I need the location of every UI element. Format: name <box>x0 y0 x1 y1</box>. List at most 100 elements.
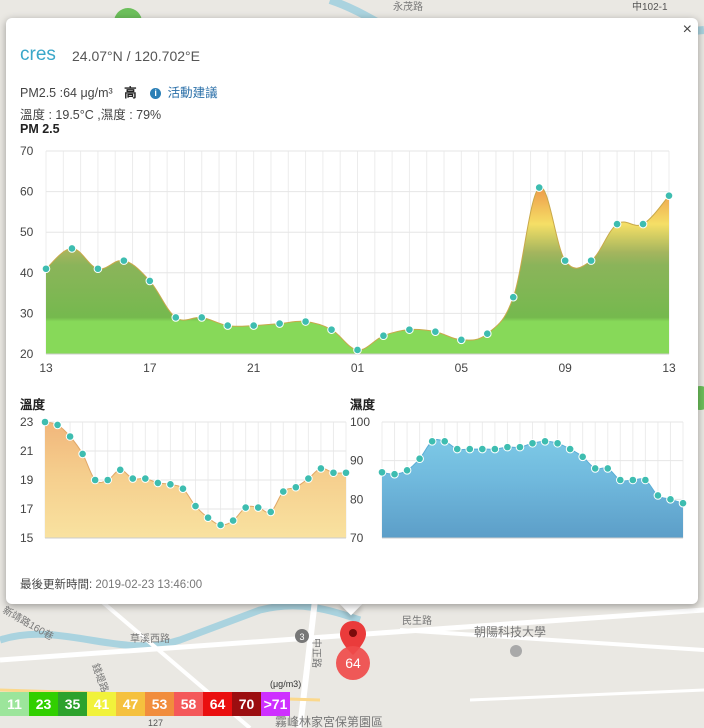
data-point[interactable] <box>377 467 387 477</box>
data-point[interactable] <box>141 474 150 483</box>
data-point[interactable] <box>560 256 570 265</box>
y-tick-label: 21 <box>20 444 34 458</box>
data-point[interactable] <box>540 437 550 446</box>
data-point[interactable] <box>93 264 103 274</box>
data-point[interactable] <box>565 444 575 454</box>
data-point[interactable] <box>638 219 648 229</box>
data-point[interactable] <box>178 484 188 493</box>
site-name: cres <box>20 44 56 65</box>
data-point[interactable] <box>197 313 207 322</box>
data-point[interactable] <box>301 317 310 326</box>
last-updated-label: 最後更新時間: <box>20 579 96 591</box>
data-point[interactable] <box>275 319 284 328</box>
data-point[interactable] <box>266 507 276 517</box>
area-fill <box>46 187 669 354</box>
data-point[interactable] <box>53 420 62 430</box>
pm-color-legend: 11 23 35 41 47 53 58 64 70 >71 <box>0 692 290 716</box>
station-marker[interactable]: 64 <box>336 619 372 686</box>
data-point[interactable] <box>253 503 263 512</box>
data-point[interactable] <box>171 313 181 322</box>
data-point[interactable] <box>664 191 674 200</box>
data-point[interactable] <box>515 442 525 452</box>
x-tick-label: 13 <box>39 361 53 375</box>
data-point[interactable] <box>508 292 518 302</box>
data-point[interactable] <box>166 480 175 489</box>
data-point[interactable] <box>191 501 200 511</box>
route-shield-icon <box>295 629 309 643</box>
data-point[interactable] <box>327 325 336 334</box>
map-road-label: 中102-1 <box>632 0 668 13</box>
data-point[interactable] <box>304 474 313 483</box>
data-point[interactable] <box>379 331 388 341</box>
info-icon[interactable]: i <box>150 88 162 99</box>
data-point[interactable] <box>553 438 562 448</box>
data-point[interactable] <box>103 475 113 485</box>
data-point[interactable] <box>223 321 233 330</box>
legend-item: 70 <box>232 692 261 716</box>
data-point[interactable] <box>478 444 487 454</box>
data-point[interactable] <box>228 516 238 525</box>
data-point[interactable] <box>278 487 288 496</box>
temp-chart-title: 溫度 <box>20 398 46 412</box>
data-point[interactable] <box>390 469 399 479</box>
data-point[interactable] <box>534 183 544 192</box>
data-point[interactable] <box>578 452 587 462</box>
data-point[interactable] <box>590 464 600 473</box>
data-point[interactable] <box>203 513 213 522</box>
data-point[interactable] <box>119 256 129 265</box>
data-point[interactable] <box>457 335 466 345</box>
data-point[interactable] <box>128 474 138 483</box>
data-point[interactable] <box>612 219 622 229</box>
data-point[interactable] <box>216 520 225 530</box>
data-point[interactable] <box>427 437 437 446</box>
x-tick-label: 05 <box>455 361 469 375</box>
data-point[interactable] <box>65 432 75 441</box>
map-pin-icon <box>340 621 366 655</box>
pm-summary: PM2.5 :64 μg/m³ 高 i 活動建議 <box>20 82 218 101</box>
data-point[interactable] <box>153 478 163 488</box>
data-point[interactable] <box>666 495 675 504</box>
x-tick-label: 13 <box>662 361 676 375</box>
data-point[interactable] <box>40 417 50 427</box>
data-point[interactable] <box>586 256 596 265</box>
map-road-label: 永茂路 <box>393 0 423 13</box>
activity-advice-link[interactable]: 活動建議 <box>167 86 218 100</box>
legend-item: 23 <box>29 692 58 716</box>
close-button[interactable]: × <box>682 21 692 38</box>
map-road-label: 中正路 <box>310 638 323 668</box>
data-point[interactable] <box>316 464 326 473</box>
data-point[interactable] <box>341 468 351 478</box>
data-point[interactable] <box>353 345 362 355</box>
data-point[interactable] <box>329 468 338 478</box>
y-tick-label: 23 <box>20 415 34 429</box>
data-point[interactable] <box>490 444 500 454</box>
data-point[interactable] <box>405 325 414 334</box>
data-point[interactable] <box>291 482 301 492</box>
data-point[interactable] <box>41 264 51 274</box>
data-point[interactable] <box>678 498 688 508</box>
map-poi-label: 霧峰林家宮保第園區 <box>275 714 383 728</box>
data-point[interactable] <box>628 475 638 485</box>
data-point[interactable] <box>241 503 250 512</box>
data-point[interactable] <box>503 442 512 452</box>
data-point[interactable] <box>145 276 155 286</box>
data-point[interactable] <box>528 438 537 448</box>
data-point[interactable] <box>78 449 87 459</box>
data-point[interactable] <box>431 327 440 336</box>
data-point[interactable] <box>452 444 462 454</box>
data-point[interactable] <box>653 491 663 500</box>
y-tick-label: 70 <box>20 144 34 158</box>
legend-item: 41 <box>87 692 116 716</box>
data-point[interactable] <box>67 244 77 253</box>
data-point[interactable] <box>482 329 492 338</box>
data-point[interactable] <box>90 475 100 485</box>
data-point[interactable] <box>415 454 424 464</box>
data-point[interactable] <box>603 464 613 473</box>
data-point[interactable] <box>615 475 625 485</box>
data-point[interactable] <box>402 466 412 475</box>
data-point[interactable] <box>249 321 258 330</box>
data-point[interactable] <box>115 465 125 475</box>
data-point[interactable] <box>440 437 450 446</box>
data-point[interactable] <box>641 475 650 485</box>
data-point[interactable] <box>465 444 475 454</box>
